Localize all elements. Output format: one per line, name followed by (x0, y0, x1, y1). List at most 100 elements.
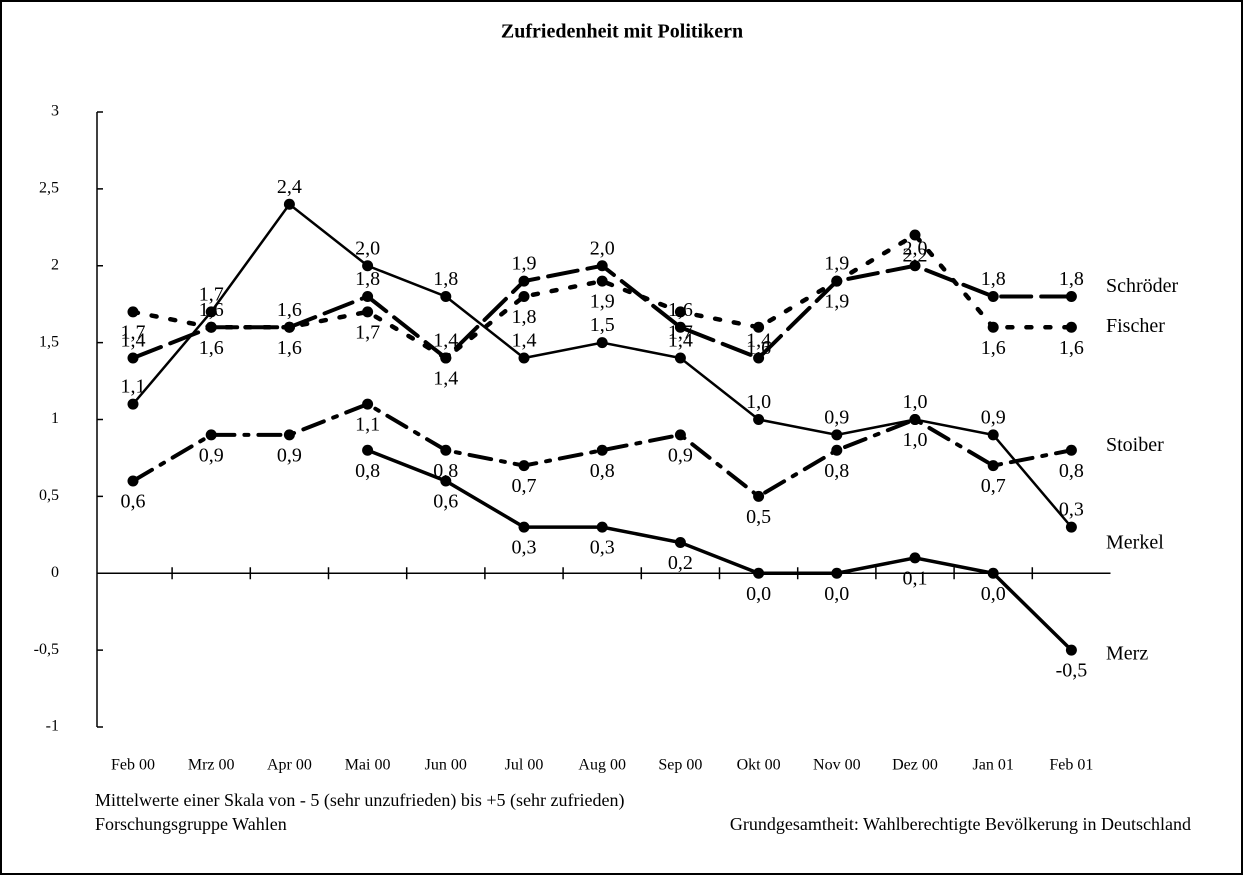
data-label: 1,6 (199, 337, 224, 359)
x-tick-label: Jun 00 (425, 757, 467, 774)
data-point (596, 521, 608, 533)
data-label: 2,2 (903, 245, 928, 267)
data-point (596, 260, 608, 272)
x-tick-label: Nov 00 (813, 757, 861, 774)
data-point (127, 352, 139, 364)
data-point (127, 475, 139, 487)
data-label: 1,0 (903, 429, 928, 451)
data-point (283, 321, 295, 333)
data-point (987, 321, 999, 333)
data-point (909, 414, 921, 425)
data-point (987, 460, 999, 472)
data-label: 0,6 (121, 491, 146, 513)
data-point (518, 291, 530, 302)
x-tick-label: Feb 01 (1049, 757, 1093, 774)
legend-label: Schröder (1106, 275, 1179, 297)
data-point (831, 444, 843, 456)
data-label: 2,4 (277, 176, 302, 198)
data-point (205, 306, 217, 318)
data-point (440, 291, 452, 302)
y-tick-label: 2,5 (39, 180, 59, 197)
data-label: 1,6 (277, 299, 302, 321)
data-label: 1,0 (746, 391, 771, 413)
data-label: 1,8 (1059, 268, 1084, 290)
data-label: 1,7 (668, 321, 693, 343)
data-label: 2,0 (590, 237, 615, 259)
data-label: 1,4 (433, 368, 458, 390)
data-point (674, 352, 686, 364)
data-point (362, 444, 374, 456)
data-label: 1,4 (668, 330, 693, 352)
data-label: 1,6 (981, 337, 1006, 359)
y-tick-label: 0,5 (39, 487, 59, 504)
data-label: 0,7 (512, 475, 537, 497)
data-label: 1,1 (355, 414, 380, 436)
data-label: 1,6 (277, 337, 302, 359)
data-label: 1,0 (903, 391, 928, 413)
chart-title: Zufriedenheit mit Politikern (501, 21, 743, 43)
data-label: 0,8 (433, 460, 458, 482)
data-label: 1,9 (512, 253, 537, 275)
data-point (1065, 291, 1077, 302)
data-label: 0,2 (668, 552, 693, 574)
data-label: 1,1 (121, 376, 146, 398)
data-label: 0,8 (824, 460, 849, 482)
data-point (909, 260, 921, 272)
data-point (440, 475, 452, 487)
legend-label: Merkel (1106, 532, 1164, 554)
data-label: 0,8 (590, 460, 615, 482)
population: Grundgesamtheit: Wahlberechtigte Bevölke… (730, 814, 1191, 834)
series-line (365, 448, 1074, 652)
y-tick-label: 1 (51, 410, 59, 427)
x-tick-label: Jan 01 (973, 757, 1014, 774)
data-point (205, 321, 217, 333)
data-label: 0,8 (1059, 460, 1084, 482)
data-point (1065, 444, 1077, 456)
x-tick-label: Apr 00 (267, 757, 312, 774)
data-point (362, 291, 374, 302)
data-label: -0,5 (1056, 660, 1088, 682)
data-label: 1,6 (1059, 337, 1084, 359)
data-point (205, 429, 217, 441)
data-label: 1,9 (824, 253, 849, 275)
data-label: 2,0 (355, 237, 380, 259)
data-point (362, 306, 374, 318)
data-label: 2,0 (903, 237, 928, 259)
data-label: 0,3 (1059, 499, 1084, 521)
x-tick-label: Aug 00 (578, 757, 626, 774)
data-point (1065, 644, 1077, 656)
data-point (283, 429, 295, 441)
data-point (127, 306, 139, 318)
data-point (362, 260, 374, 272)
data-label: 1,9 (590, 291, 615, 313)
data-point (987, 567, 999, 579)
x-tick-label: Feb 00 (111, 757, 155, 774)
data-label: 1,9 (824, 291, 849, 313)
data-label: 1,8 (433, 268, 458, 290)
y-tick-label: 0 (51, 564, 59, 581)
data-point (674, 306, 686, 318)
source: Forschungsgruppe Wahlen (95, 814, 287, 834)
data-label: 1,8 (981, 268, 1006, 290)
data-point (1065, 521, 1077, 533)
data-point (518, 275, 530, 287)
data-label: 0,0 (824, 583, 849, 605)
data-label: 0,0 (746, 583, 771, 605)
y-tick-label: 1,5 (39, 333, 59, 350)
data-label: 0,6 (433, 491, 458, 513)
data-label: 1,6 (746, 337, 771, 359)
data-label: 0,5 (746, 506, 771, 528)
data-label: 1,7 (121, 321, 146, 343)
data-point (753, 567, 765, 579)
data-point (753, 490, 765, 502)
data-label: 1,5 (590, 314, 615, 336)
data-point (283, 198, 295, 210)
data-point (674, 537, 686, 548)
data-label: 1,8 (512, 306, 537, 328)
data-point (596, 444, 608, 456)
legend-label: Merz (1106, 643, 1148, 665)
data-label: 1,4 (433, 330, 458, 352)
x-tick-label: Okt 00 (737, 757, 781, 774)
